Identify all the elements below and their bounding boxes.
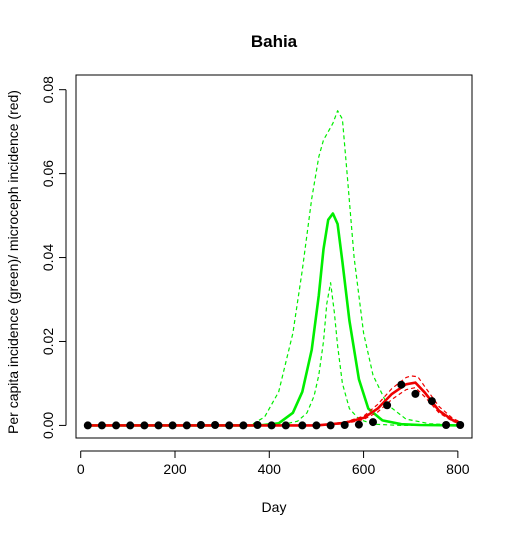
series-line-microcephaly-median <box>85 383 462 426</box>
y-tick-label: 0.04 <box>40 244 56 271</box>
data-layer <box>84 111 464 430</box>
observed-point <box>428 397 436 405</box>
y-tick-label: 0.08 <box>40 76 56 103</box>
observed-point <box>84 421 92 429</box>
observed-point <box>183 421 191 429</box>
observed-point <box>239 421 247 429</box>
observed-point <box>112 421 120 429</box>
observed-point <box>211 421 219 429</box>
observed-point <box>411 390 419 398</box>
observed-point <box>254 421 262 429</box>
observed-point <box>155 421 163 429</box>
observed-point <box>140 421 148 429</box>
x-tick-label: 200 <box>163 461 187 477</box>
series-line-incidence-lower <box>85 283 462 426</box>
observed-point <box>126 421 134 429</box>
x-axis-label: Day <box>262 499 287 515</box>
y-tick-label: 0.02 <box>40 328 56 355</box>
axis-layer: 0 200 400 600 800 0.00 0.02 0.04 0.06 0.08 <box>40 76 470 477</box>
observed-point <box>298 421 306 429</box>
observed-point <box>341 421 349 429</box>
y-axis-label: Per capita incidence (green)/ microceph … <box>5 90 21 434</box>
observed-point <box>268 421 276 429</box>
observed-point <box>383 401 391 409</box>
observed-point <box>355 421 363 429</box>
y-tick-label: 0.06 <box>40 160 56 187</box>
y-tick-label: 0.00 <box>40 412 56 439</box>
observed-point <box>442 421 450 429</box>
x-tick-label: 400 <box>258 461 282 477</box>
chart-title: Bahia <box>251 32 298 51</box>
x-tick-label: 800 <box>446 461 470 477</box>
x-tick-label: 600 <box>352 461 376 477</box>
observed-point <box>197 421 205 429</box>
observed-point <box>369 418 377 426</box>
observed-point <box>312 421 320 429</box>
observed-point <box>169 421 177 429</box>
observed-point <box>397 381 405 389</box>
observed-point <box>225 421 233 429</box>
x-tick-label: 0 <box>77 461 85 477</box>
observed-point <box>327 421 335 429</box>
observed-point <box>282 421 290 429</box>
observed-point <box>456 421 464 429</box>
observed-point <box>98 421 106 429</box>
series-line-incidence-median <box>85 214 462 426</box>
series-line-microcephaly-lower <box>85 388 462 426</box>
